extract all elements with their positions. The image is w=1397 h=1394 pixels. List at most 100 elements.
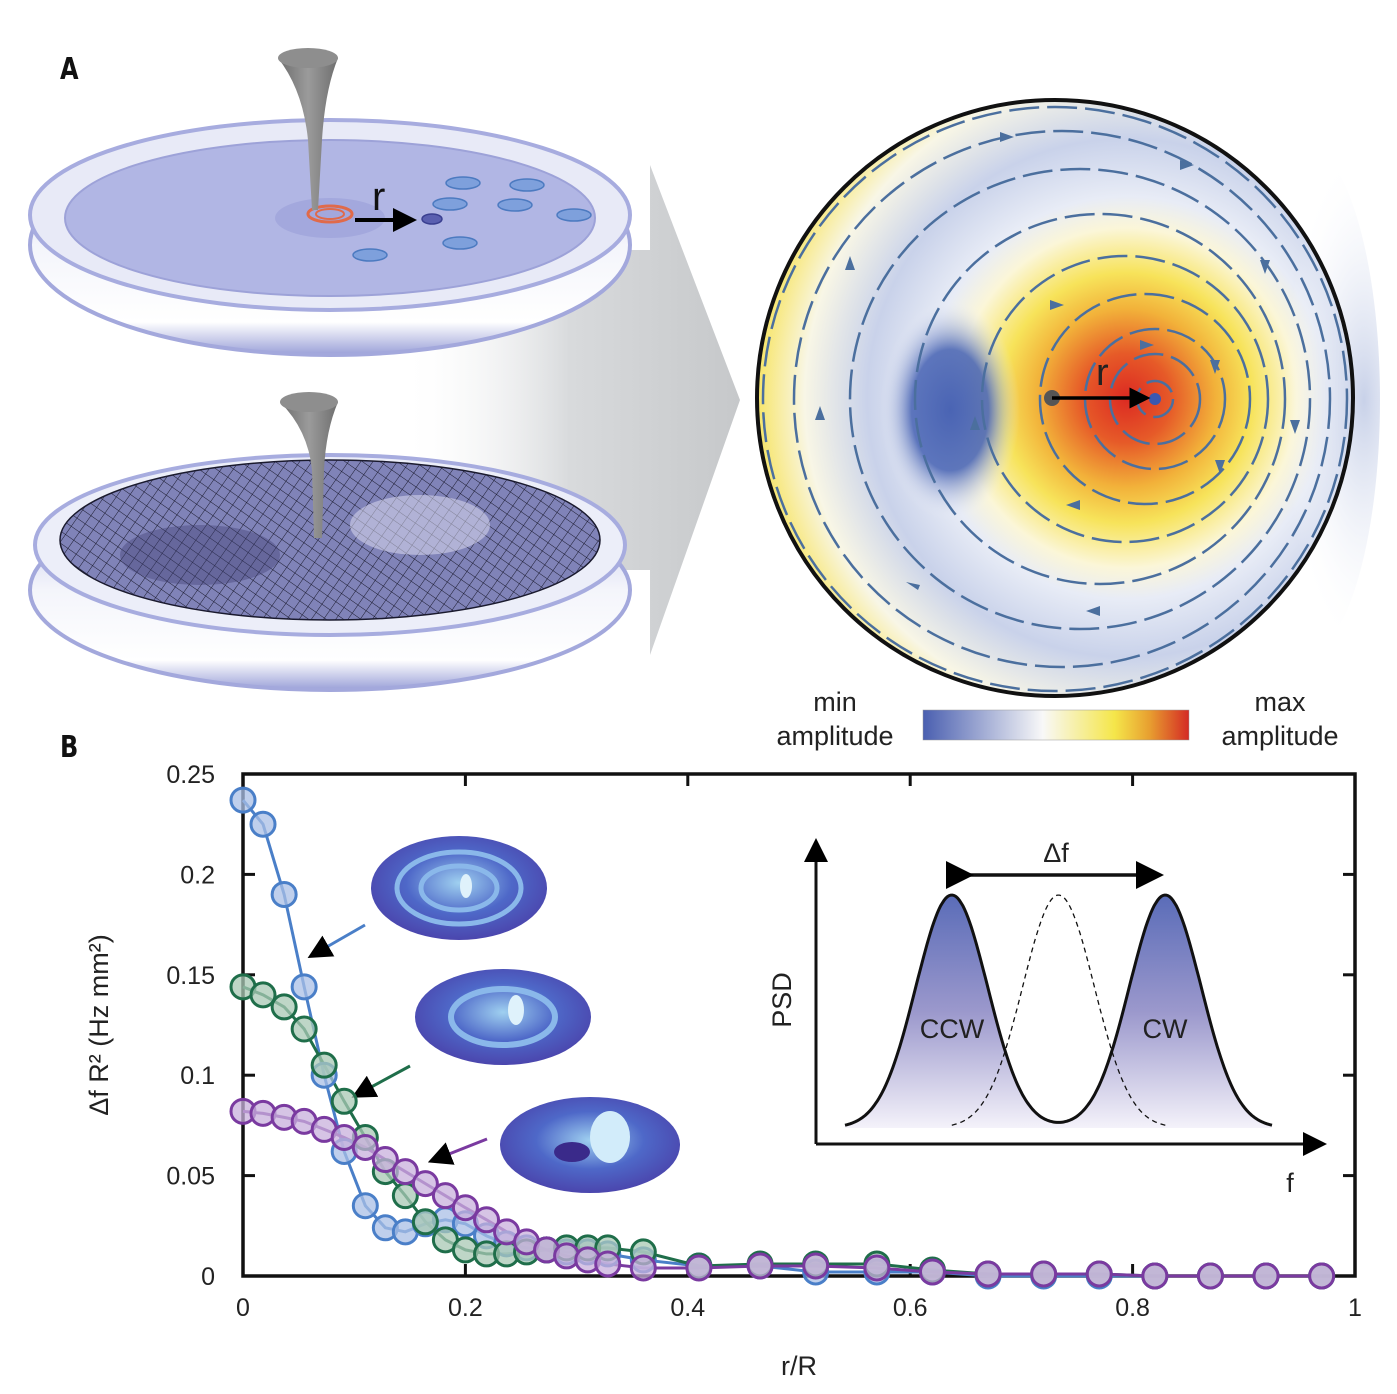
data-point-mode-2-rings <box>270 993 298 1021</box>
data-point-mode-1-ring <box>1308 1262 1336 1290</box>
data-point-mode-3-rings <box>685 1252 713 1280</box>
data-point-mode-2-rings <box>863 1250 891 1278</box>
streamline-arrowheads <box>815 132 1300 616</box>
vortex-core-dot <box>1149 393 1161 405</box>
data-point-mode-3-rings <box>229 786 257 814</box>
panel-b-label: B <box>60 730 79 765</box>
data-point-mode-2-rings <box>411 1208 439 1236</box>
data-point-mode-2-rings <box>574 1234 602 1262</box>
data-point-mode-1-ring <box>1196 1262 1224 1290</box>
f-axis-label: f <box>1286 1168 1294 1198</box>
data-point-mode-1-ring <box>473 1206 501 1234</box>
data-point-mode-2-rings <box>451 1236 479 1264</box>
data-point-mode-2-rings <box>351 1123 379 1151</box>
psd-peak-fills <box>845 895 1272 1128</box>
data-point-mode-1-ring <box>746 1252 774 1280</box>
tip-probe-bottom <box>280 397 338 538</box>
data-point-mode-1-ring <box>594 1250 622 1278</box>
data-point-mode-2-rings <box>371 1158 399 1186</box>
vortex-markers <box>352 176 592 262</box>
data-point-mode-2-rings <box>290 1015 318 1043</box>
x-tick-label: 0 <box>236 1294 250 1322</box>
data-point-mode-2-rings <box>1308 1262 1336 1290</box>
data-point-mode-1-ring <box>451 1194 479 1222</box>
data-point-mode-1-ring <box>685 1254 713 1282</box>
data-point-mode-3-rings <box>918 1258 946 1286</box>
data-point-mode-1-ring <box>351 1133 379 1161</box>
data-point-mode-1-ring <box>1085 1260 1113 1288</box>
data-point-mode-1-ring <box>229 1097 257 1125</box>
excitation-rings <box>306 204 354 224</box>
panel-a-label: A <box>60 52 79 87</box>
data-point-mode-2-rings <box>594 1234 622 1262</box>
data-point-mode-3-rings <box>411 1210 439 1238</box>
pointer-arrow-blue <box>307 923 366 958</box>
data-point-mode-1-ring <box>802 1252 830 1280</box>
data-point-mode-1-ring <box>411 1170 439 1198</box>
colorbar-min-line2: amplitude <box>776 721 894 751</box>
data-point-mode-3-rings <box>371 1214 399 1242</box>
psd-split-curve <box>844 893 1273 1127</box>
series-line-mode-1-ring <box>242 1109 1322 1278</box>
psd-degenerate-curve <box>951 894 1166 1126</box>
data-point-mode-3-rings <box>594 1240 622 1268</box>
psd-axis-label: PSD <box>767 972 797 1028</box>
data-point-mode-3-rings <box>1030 1262 1058 1290</box>
data-point-mode-1-ring <box>629 1254 657 1282</box>
mode-inset-1-ring <box>500 1097 680 1193</box>
data-point-mode-2-rings <box>493 1240 521 1268</box>
y-axis-title: Δf R² (Hz mm²) <box>84 934 114 1116</box>
data-point-mode-2-rings <box>685 1252 713 1280</box>
data-point-mode-3-rings <box>249 810 277 838</box>
series-line-mode-2-rings <box>242 985 1322 1278</box>
x-tick-label: 0.6 <box>893 1294 928 1322</box>
y-tick-label: 0.05 <box>166 1163 215 1191</box>
top-dish: r <box>28 48 632 357</box>
y-tick-label: 0.2 <box>180 861 215 889</box>
data-point-mode-1-ring <box>1030 1260 1058 1288</box>
data-point-mode-2-rings <box>629 1238 657 1266</box>
data-point-mode-3-rings <box>290 973 318 1001</box>
data-point-mode-2-rings <box>1141 1262 1169 1290</box>
pointer-arrow-green <box>351 1064 411 1098</box>
data-point-mode-1-ring <box>249 1099 277 1127</box>
data-point-mode-3-rings <box>351 1192 379 1220</box>
data-point-mode-3-rings <box>270 880 298 908</box>
data-point-mode-2-rings <box>513 1238 541 1266</box>
data-point-mode-1-ring <box>1252 1262 1280 1290</box>
data-point-mode-3-rings <box>574 1238 602 1266</box>
data-point-mode-1-ring <box>533 1236 561 1264</box>
data-point-mode-2-rings <box>310 1051 338 1079</box>
data-point-mode-2-rings <box>229 973 257 1001</box>
data-point-mode-3-rings <box>473 1222 501 1250</box>
data-point-mode-3-rings <box>553 1238 581 1266</box>
data-point-mode-3-rings <box>863 1258 891 1286</box>
data-point-mode-1-ring <box>513 1228 541 1256</box>
data-point-mode-2-rings <box>431 1226 459 1254</box>
pointer-arrow-purple <box>427 1137 488 1165</box>
psd-inset: Δf PSD f CCW CW <box>767 838 1327 1198</box>
colorbar-min-line1: min <box>813 687 857 717</box>
data-point-mode-2-rings <box>802 1250 830 1278</box>
plot-frame <box>241 772 1357 1278</box>
data-point-mode-3-rings <box>330 1138 358 1166</box>
ccw-label: CCW <box>920 1014 985 1044</box>
data-point-mode-3-rings <box>493 1230 521 1258</box>
data-point-mode-1-ring <box>863 1254 891 1282</box>
y-tick-label: 0 <box>201 1263 215 1291</box>
data-point-mode-2-rings <box>249 981 277 1009</box>
data-point-mode-3-rings <box>629 1246 657 1274</box>
y-tick-label: 0.25 <box>166 761 215 789</box>
data-point-mode-1-ring <box>574 1246 602 1274</box>
data-point-mode-1-ring <box>493 1218 521 1246</box>
data-point-mode-2-rings <box>1085 1260 1113 1288</box>
data-point-mode-3-rings <box>391 1218 419 1246</box>
membrane-mesh <box>59 459 601 621</box>
data-point-mode-2-rings <box>1196 1262 1224 1290</box>
data-point-mode-2-rings <box>330 1087 358 1115</box>
data-point-mode-3-rings <box>431 1206 459 1234</box>
data-point-mode-2-rings <box>553 1234 581 1262</box>
data-point-mode-1-ring <box>330 1123 358 1151</box>
data-point-mode-1-ring <box>918 1258 946 1286</box>
cw-label: CW <box>1143 1014 1188 1044</box>
